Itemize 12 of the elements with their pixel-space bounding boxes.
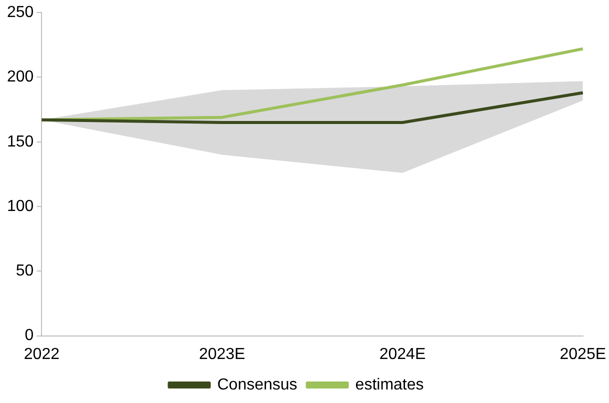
y-tick-label: 0 (24, 327, 34, 344)
y-tick-label: 50 (16, 262, 34, 280)
y-tick-label: 100 (6, 198, 34, 215)
y-tick-label: 200 (6, 68, 34, 86)
x-tick-label: 2024E (379, 346, 426, 363)
y-tick-label: 150 (6, 133, 34, 150)
y-tick-label: 250 (6, 4, 34, 22)
x-tick-label: 2022 (24, 346, 60, 363)
x-tick-label: 2025E (560, 346, 606, 363)
legend-label: estimates (355, 376, 424, 394)
legend-label: Consensus (217, 376, 298, 394)
x-tick-label: 2023E (198, 346, 246, 363)
